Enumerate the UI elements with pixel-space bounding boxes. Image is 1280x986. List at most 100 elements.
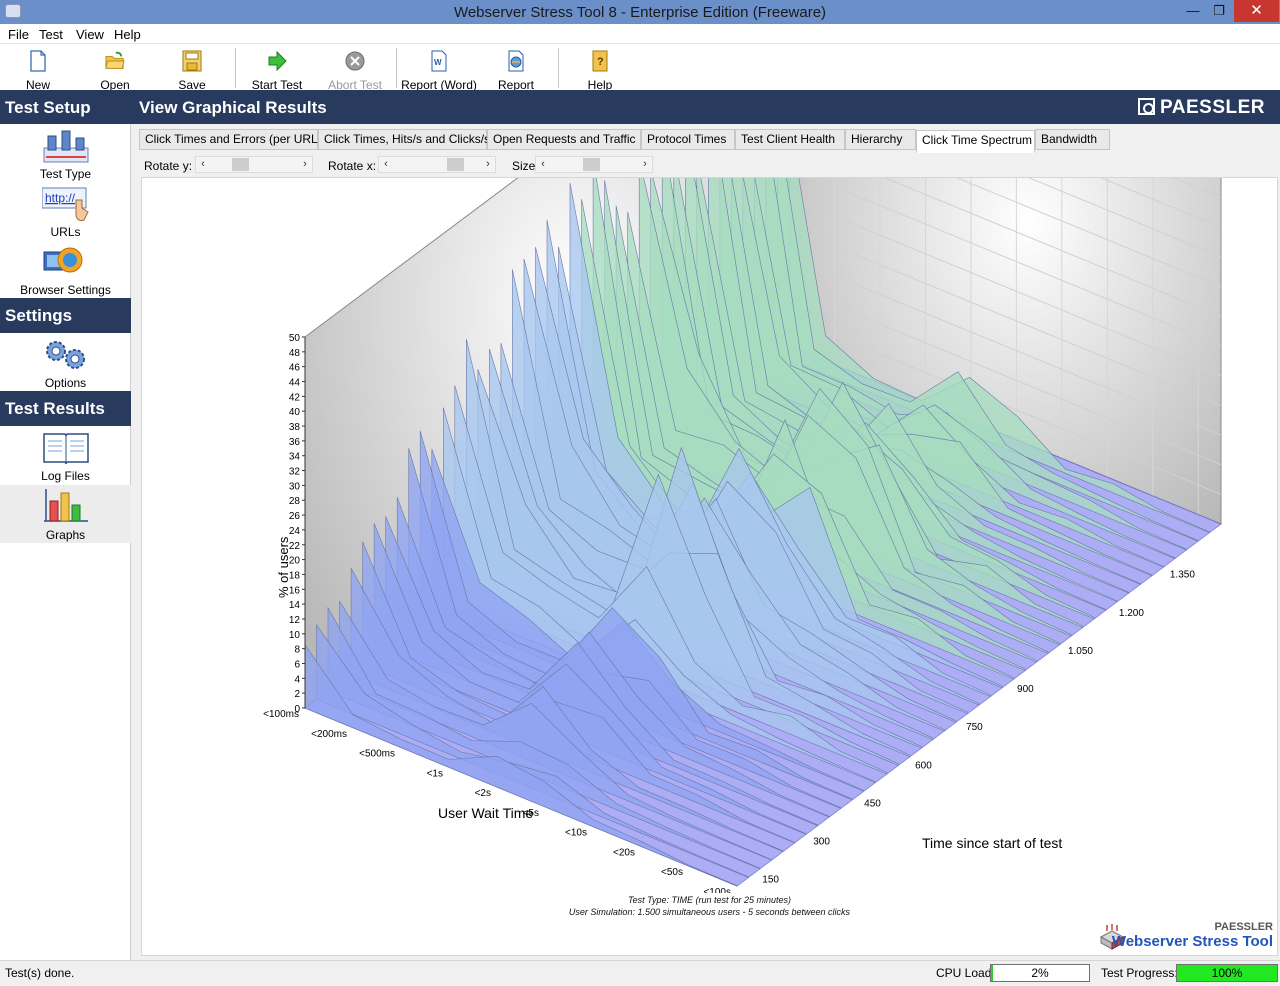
test-type-icon [43,130,89,163]
sidebar-item-urls[interactable]: http:// URLs [0,182,131,240]
rotate-x-slider[interactable]: ‹ › [378,156,496,173]
sidebar-item-options[interactable]: Options [0,333,131,391]
scroll-left-icon[interactable]: ‹ [384,158,388,170]
svg-text:W: W [434,58,442,67]
minimize-button[interactable]: — [1186,3,1200,18]
sidebar-item-browser-settings[interactable]: Browser Settings [0,240,131,298]
graph-tabs: Click Times and Errors (per URL) Click T… [139,129,1280,153]
y-tick-label: 40 [289,407,301,418]
x-tick-label: <1s [427,768,443,779]
abort-test-button[interactable]: Abort Test [316,48,394,92]
tab-click-time-spectrum[interactable]: Click Time Spectrum [916,130,1035,153]
sidebar-item-test-type[interactable]: Test Type [0,124,131,182]
spectrum-slice [742,178,1176,559]
tab-open-requests-traffic[interactable]: Open Requests and Traffic [487,129,641,150]
spectrum-slice [362,541,795,844]
title-bar: Webserver Stress Tool 8 - Enterprise Edi… [0,0,1280,24]
z-tick-label: 300 [813,836,830,847]
y-tick-label: 26 [289,511,301,522]
browser-settings-icon [43,247,83,273]
size-slider[interactable]: ‹ › [535,156,653,173]
y-tick-label: 20 [289,556,301,567]
status-bar: Test(s) done. CPU Load: 2% Test Progress… [0,960,1280,986]
slider-thumb[interactable] [232,158,249,171]
spectrum-slice [765,178,1199,542]
header-band: Test Setup View Graphical Results PAESSL… [0,90,1280,124]
chart-gridline [884,178,1222,317]
menu-help[interactable]: Help [114,27,141,42]
tab-test-client-health[interactable]: Test Client Health [735,129,845,150]
rotate-y-slider[interactable]: ‹ › [195,156,313,173]
z-tick-label: 150 [762,875,779,886]
z-tick-label: 450 [864,798,881,809]
x-axis-label: User Wait Time [438,805,533,821]
close-button[interactable]: ✕ [1234,0,1279,22]
tab-click-times-hits[interactable]: Click Times, Hits/s and Clicks/s [318,129,490,150]
scroll-left-icon[interactable]: ‹ [541,158,545,170]
spectrum-slice [696,178,1130,594]
brand-product: Webserver Stress Tool [1111,933,1273,950]
y-tick-label: 36 [289,437,301,448]
chart-gridline [812,178,1222,347]
tab-click-times-errors[interactable]: Click Times and Errors (per URL) [139,129,322,150]
chart-footnote-user-simulation: User Simulation: 1.500 simultaneous user… [568,907,851,917]
new-button[interactable]: New [0,48,77,92]
cpu-load-value: 2% [1031,966,1049,980]
chart-gridline [956,178,1222,288]
html-report-icon [508,50,524,72]
tab-hierarchy[interactable]: Hierarchy [845,129,916,150]
menu-bar: File Test View Help [0,24,1280,44]
report-html-button[interactable]: Report (HTML) [477,48,555,106]
menu-file[interactable]: File [8,27,29,42]
open-button[interactable]: Open [76,48,154,92]
log-book-icon [43,433,89,465]
spectrum-slice [373,523,807,835]
x-tick-label: <100ms [263,709,299,720]
stress-tool-logo-icon [1099,924,1125,950]
scroll-right-icon[interactable]: › [303,158,307,170]
svg-text:http://: http:// [45,191,76,205]
sidebar-heading-settings: Settings [0,298,131,333]
maximize-button[interactable]: ❐ [1213,3,1225,18]
y-tick-label: 46 [289,363,301,374]
spectrum-slice [385,516,819,827]
sidebar-item-log-files[interactable]: Log Files [0,426,131,484]
scroll-right-icon[interactable]: › [643,158,647,170]
cpu-load-label: CPU Load: [936,966,995,980]
spectrum-slice [442,407,876,784]
scroll-right-icon[interactable]: › [486,158,490,170]
start-test-button[interactable]: Start Test [238,48,316,92]
svg-text:?: ? [597,56,604,68]
sidebar: Test Type http:// URLs Browser Settings … [0,124,131,960]
spectrum-slice [339,600,772,861]
url-link-icon: http:// [42,187,89,221]
rotation-controls: Rotate y: ‹ › Rotate x: ‹ › Size: ‹ › [139,155,1280,177]
menu-test[interactable]: Test [39,27,63,42]
options-gears-icon [46,341,85,369]
tab-protocol-times[interactable]: Protocol Times [641,129,735,150]
size-label: Size: [512,159,539,173]
section-title-test-setup: Test Setup [5,98,91,117]
slider-thumb[interactable] [447,158,464,171]
report-word-button[interactable]: W Report (Word) [400,48,478,92]
sidebar-item-graphs[interactable]: Graphs [0,485,131,543]
y-tick-label: 28 [289,496,301,507]
slider-thumb[interactable] [583,158,600,171]
menu-view[interactable]: View [76,27,104,42]
spectrum-slice [408,448,842,809]
y-tick-label: 30 [289,481,301,492]
y-tick-label: 18 [289,570,301,581]
app-icon[interactable] [5,4,21,18]
spectrum-slice [396,497,830,818]
scroll-left-icon[interactable]: ‹ [201,158,205,170]
tab-bandwidth[interactable]: Bandwidth [1035,129,1110,150]
y-tick-label: 44 [289,378,301,389]
y-tick-label: 4 [294,674,300,685]
y-tick-label: 50 [289,333,301,344]
help-button[interactable]: ? Help [561,48,639,92]
spectrum-slice [316,623,749,878]
content-panel: Click Times and Errors (per URL) Click T… [139,124,1280,960]
save-button[interactable]: Save [153,48,231,92]
spectrum-chart: 0246810121416182022242628303234363840424… [263,178,1223,893]
x-tick-label: <2s [475,788,491,799]
